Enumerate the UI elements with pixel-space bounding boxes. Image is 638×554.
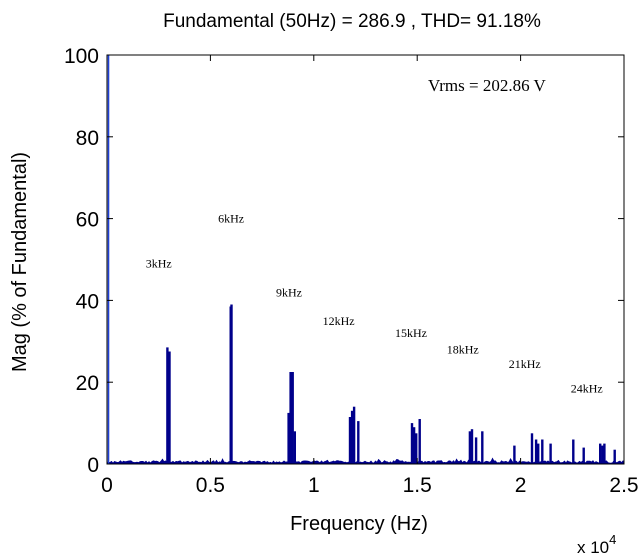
y-tick-label: 0: [87, 454, 99, 477]
x-tick-label: 1.5: [403, 474, 432, 497]
harmonic-bar: [603, 443, 606, 464]
harmonic-bar: [613, 449, 616, 464]
vrms-readout: Vrms = 202.86 V: [428, 76, 547, 95]
x-tick-label: 2.5: [609, 474, 638, 497]
harmonic-bar: [166, 347, 169, 464]
chart-title: Fundamental (50Hz) = 286.9 , THD= 91.18%: [163, 11, 541, 32]
harmonic-bar: [572, 439, 575, 464]
harmonic-bar: [468, 431, 472, 464]
harmonic-annotation: 3kHz: [146, 257, 172, 271]
x-tick-label: 2: [515, 474, 527, 497]
harmonic-bar: [582, 447, 585, 464]
plot-frame: [106, 54, 625, 465]
harmonic-bar: [481, 431, 484, 464]
harmonic-bar: [410, 423, 414, 464]
x-axis-label: Frequency (Hz): [290, 513, 428, 535]
x-tick-label: 1: [308, 474, 320, 497]
harmonic-bar: [470, 429, 474, 464]
y-axis-label: Mag (% of Fundamental): [9, 152, 31, 372]
harmonic-bar: [541, 439, 544, 464]
fundamental-bar: [107, 55, 110, 464]
harmonic-bar: [412, 427, 416, 464]
harmonic-bar: [549, 443, 552, 464]
harmonic-annotation: 9kHz: [276, 285, 302, 299]
harmonic-bar: [599, 443, 602, 464]
harmonic-bar: [534, 439, 538, 464]
harmonic-annotation: 15kHz: [395, 326, 427, 340]
plot-area: 0 20 40 60 80 100 0 0.5 1 1.5 2 2.5 3kHz 6kHz 9kHz 12kH…: [64, 45, 638, 497]
y-tick-label: 20: [76, 372, 99, 395]
harmonic-bar: [357, 421, 360, 464]
harmonic-annotation: 21kHz: [509, 357, 541, 371]
y-tick-label: 60: [76, 209, 99, 232]
harmonic-bar: [352, 406, 356, 464]
x-tick-label: 0: [101, 474, 113, 497]
harmonic-bar: [415, 433, 418, 464]
harmonic-annotation: 6kHz: [218, 212, 244, 226]
harmonic-bar: [168, 351, 171, 464]
y-tick-label: 100: [64, 45, 99, 68]
harmonic-bar: [230, 304, 233, 464]
x-multiplier-base: x 10: [577, 538, 609, 554]
y-tick-label: 80: [76, 127, 99, 150]
noise-floor: [106, 457, 625, 465]
harmonic-bar: [348, 417, 352, 464]
harmonic-bar: [418, 419, 421, 464]
x-multiplier-exponent: 4: [609, 532, 616, 547]
harmonic-annotation: 12kHz: [323, 314, 355, 328]
harmonic-bar: [601, 445, 604, 464]
y-tick-label: 40: [76, 290, 99, 313]
harmonic-annotation: 18kHz: [447, 343, 479, 357]
harmonic-bar: [289, 372, 292, 464]
harmonic-bar: [530, 433, 534, 464]
harmonic-bar: [350, 410, 354, 464]
harmonic-bar: [537, 443, 540, 464]
x-tick-label: 0.5: [196, 474, 225, 497]
harmonic-annotation: 24kHz: [571, 381, 603, 395]
harmonic-bar: [287, 412, 290, 464]
harmonic-bar: [293, 431, 296, 464]
harmonic-bar: [291, 372, 294, 464]
x-axis-multiplier: x 104: [577, 532, 616, 554]
harmonic-bar: [474, 437, 478, 464]
harmonic-bar: [513, 445, 516, 464]
